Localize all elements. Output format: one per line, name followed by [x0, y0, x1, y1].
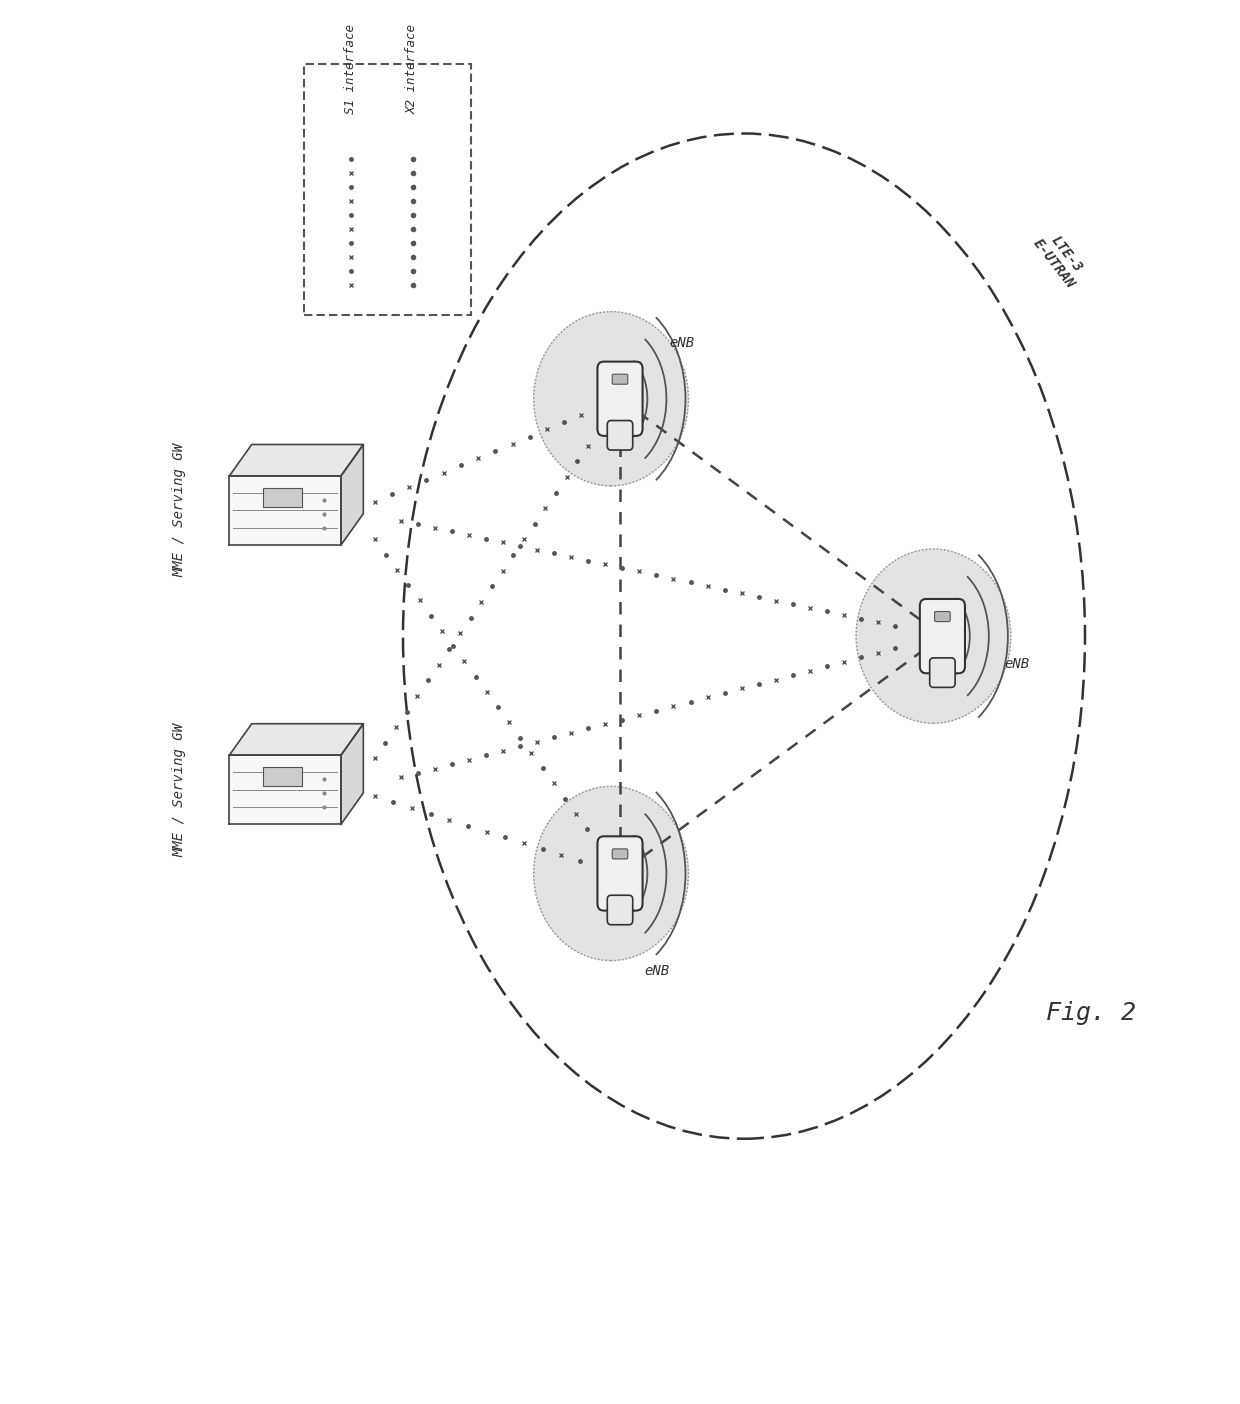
FancyBboxPatch shape	[608, 896, 632, 925]
FancyBboxPatch shape	[613, 849, 627, 859]
FancyBboxPatch shape	[598, 837, 642, 911]
FancyBboxPatch shape	[930, 658, 955, 688]
Text: MME / Serving GW: MME / Serving GW	[172, 723, 187, 856]
Text: MME / Serving GW: MME / Serving GW	[172, 444, 187, 577]
Text: LTE-3
E-UTRAN: LTE-3 E-UTRAN	[1030, 227, 1090, 292]
FancyBboxPatch shape	[935, 612, 950, 622]
FancyBboxPatch shape	[598, 362, 642, 435]
Polygon shape	[229, 476, 341, 545]
FancyBboxPatch shape	[304, 63, 471, 314]
Polygon shape	[341, 445, 363, 545]
Text: eNB: eNB	[645, 965, 670, 979]
Polygon shape	[341, 723, 363, 824]
Polygon shape	[229, 723, 363, 755]
FancyBboxPatch shape	[613, 375, 627, 385]
Circle shape	[856, 549, 1011, 723]
Circle shape	[533, 786, 688, 960]
Text: Fig. 2: Fig. 2	[1047, 1001, 1136, 1025]
Circle shape	[533, 312, 688, 486]
FancyBboxPatch shape	[920, 600, 965, 674]
Polygon shape	[229, 445, 363, 476]
Polygon shape	[229, 755, 341, 824]
FancyBboxPatch shape	[608, 421, 632, 451]
Text: eNB: eNB	[1004, 657, 1029, 671]
FancyBboxPatch shape	[263, 767, 303, 786]
Text: X2 interface: X2 interface	[407, 24, 419, 114]
Text: eNB: eNB	[670, 336, 694, 350]
FancyBboxPatch shape	[263, 487, 303, 507]
Text: S1 interface: S1 interface	[345, 24, 357, 114]
